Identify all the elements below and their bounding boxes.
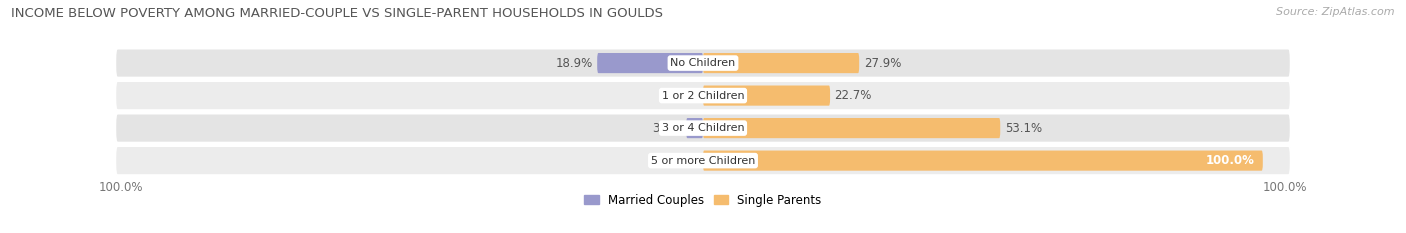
Text: 22.7%: 22.7% <box>835 89 872 102</box>
FancyBboxPatch shape <box>703 118 1000 138</box>
Text: 53.1%: 53.1% <box>1005 122 1042 135</box>
Text: 18.9%: 18.9% <box>555 57 593 70</box>
FancyBboxPatch shape <box>115 146 1291 175</box>
Text: No Children: No Children <box>671 58 735 68</box>
Text: 5 or more Children: 5 or more Children <box>651 156 755 166</box>
Text: INCOME BELOW POVERTY AMONG MARRIED-COUPLE VS SINGLE-PARENT HOUSEHOLDS IN GOULDS: INCOME BELOW POVERTY AMONG MARRIED-COUPL… <box>11 7 664 20</box>
FancyBboxPatch shape <box>115 113 1291 143</box>
FancyBboxPatch shape <box>703 151 1263 171</box>
Text: 100.0%: 100.0% <box>98 181 143 194</box>
Text: 3 or 4 Children: 3 or 4 Children <box>662 123 744 133</box>
Text: 100.0%: 100.0% <box>1263 181 1308 194</box>
Text: 0.0%: 0.0% <box>669 154 699 167</box>
FancyBboxPatch shape <box>115 48 1291 78</box>
Text: 1 or 2 Children: 1 or 2 Children <box>662 91 744 101</box>
FancyBboxPatch shape <box>703 53 859 73</box>
Text: 100.0%: 100.0% <box>1205 154 1254 167</box>
FancyBboxPatch shape <box>115 81 1291 110</box>
Legend: Married Couples, Single Parents: Married Couples, Single Parents <box>585 194 821 207</box>
Text: 3.0%: 3.0% <box>652 122 682 135</box>
Text: 27.9%: 27.9% <box>863 57 901 70</box>
FancyBboxPatch shape <box>598 53 703 73</box>
FancyBboxPatch shape <box>703 86 830 106</box>
FancyBboxPatch shape <box>686 118 703 138</box>
Text: 0.0%: 0.0% <box>669 89 699 102</box>
Text: Source: ZipAtlas.com: Source: ZipAtlas.com <box>1277 7 1395 17</box>
